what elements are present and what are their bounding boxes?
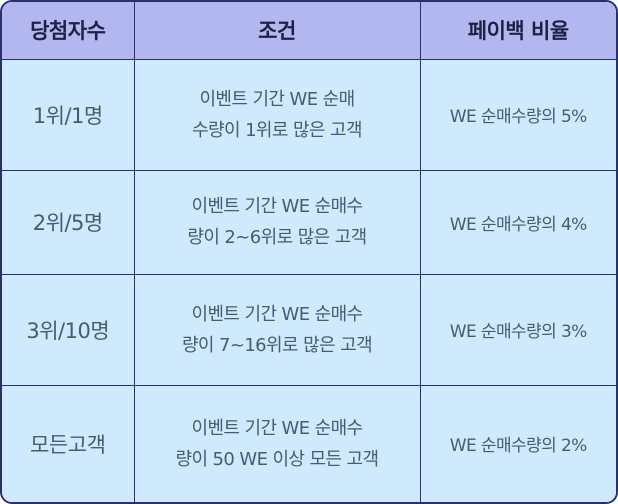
- rate-cell: WE 순매수량의 3%: [419, 273, 616, 386]
- table-row: 3위/10명 이벤트 기간 WE 순매수 량이 7~16위로 많은 고객 WE …: [2, 273, 616, 386]
- table-header-row: 당첨자수 조건 페이백 비율: [2, 2, 616, 60]
- condition-line: 이벤트 기간 WE 순매수: [191, 196, 363, 217]
- condition-cell: 이벤트 기간 WE 순매수 량이 2~6위로 많은 고객: [133, 169, 421, 275]
- condition-line: 수량이 1위로 많은 고객: [192, 119, 362, 141]
- condition-line: 이벤트 기간 WE 순매수: [191, 417, 363, 439]
- condition-cell: 이벤트 기간 WE 순매수 량이 7~16위로 많은 고객: [133, 273, 421, 386]
- table-row: 모든고객 이벤트 기간 WE 순매수 량이 50 WE 이상 모든 고객 WE …: [2, 384, 616, 502]
- condition-cell: 이벤트 기간 WE 순매수 량이 50 WE 이상 모든 고객: [133, 384, 421, 502]
- winners-cell: 3위/10명: [2, 273, 135, 386]
- condition-line: 량이 2~6위로 많은 고객: [187, 227, 367, 248]
- header-winners: 당첨자수: [2, 2, 135, 60]
- table-row: 2위/5명 이벤트 기간 WE 순매수 량이 2~6위로 많은 고객 WE 순매…: [2, 169, 616, 275]
- table-row: 1위/1명 이벤트 기간 WE 순매 수량이 1위로 많은 고객 WE 순매수량…: [2, 58, 616, 171]
- winners-cell: 2위/5명: [2, 169, 135, 275]
- condition-line: 량이 50 WE 이상 모든 고객: [175, 448, 380, 470]
- winners-cell: 1위/1명: [2, 58, 135, 171]
- condition-cell: 이벤트 기간 WE 순매 수량이 1위로 많은 고객: [133, 58, 421, 171]
- rate-cell: WE 순매수량의 5%: [419, 58, 616, 171]
- condition-line: 량이 7~16위로 많은 고객: [181, 334, 373, 356]
- header-payback-rate: 페이백 비율: [419, 2, 616, 60]
- winners-cell: 모든고객: [2, 384, 135, 502]
- rate-cell: WE 순매수량의 4%: [419, 169, 616, 275]
- rate-cell: WE 순매수량의 2%: [419, 384, 616, 502]
- condition-line: 이벤트 기간 WE 순매수: [191, 303, 363, 325]
- condition-line: 이벤트 기간 WE 순매: [199, 88, 355, 110]
- header-condition: 조건: [133, 2, 421, 60]
